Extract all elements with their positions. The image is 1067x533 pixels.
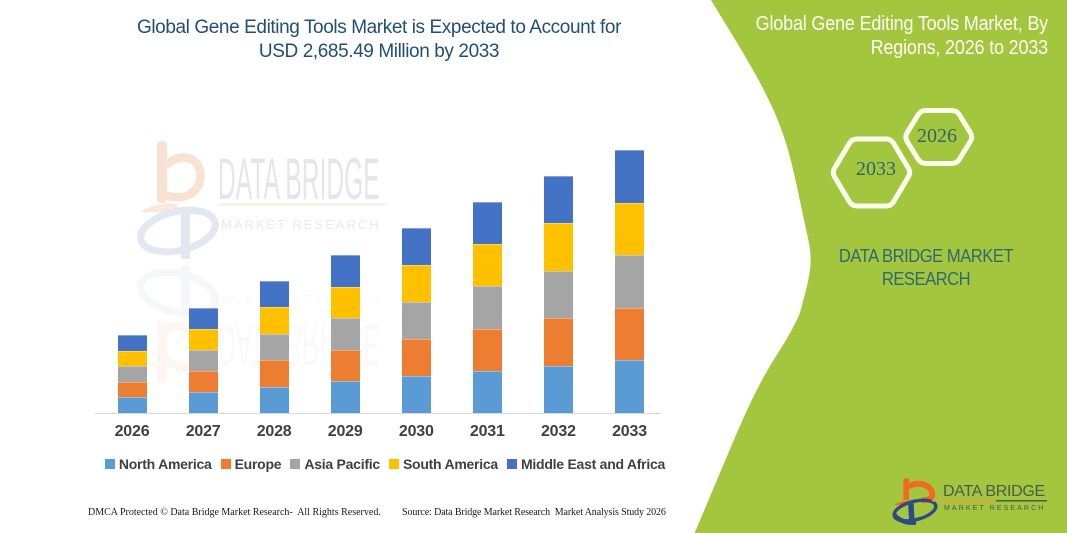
svg-text:MARKET RESEARCH: MARKET RESEARCH: [221, 217, 381, 232]
svg-text:DATA BRIDGE: DATA BRIDGE: [943, 483, 1045, 500]
svg-text:DATA BRIDGE: DATA BRIDGE: [218, 146, 380, 212]
svg-text:MARKET RESEARCH: MARKET RESEARCH: [944, 505, 1045, 512]
